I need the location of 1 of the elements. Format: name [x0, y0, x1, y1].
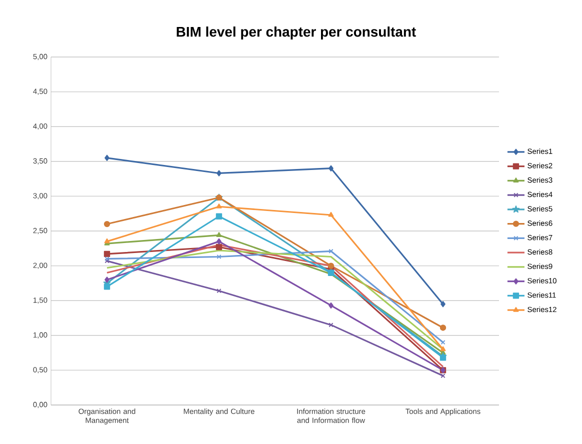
- chart-title: BIM level per chapter per consultant: [176, 26, 416, 40]
